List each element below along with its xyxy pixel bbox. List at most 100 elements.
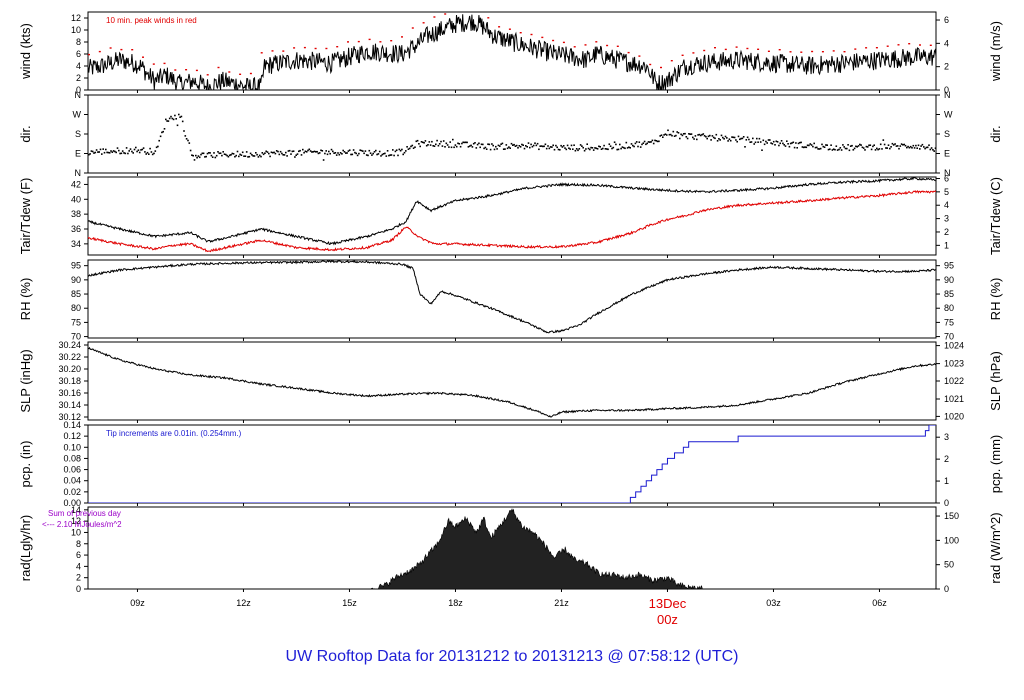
direction-point [529,146,531,149]
direction-point [659,135,661,137]
direction-point [393,154,395,157]
peak-wind-point [573,46,576,48]
direction-point [333,152,335,154]
direction-point [538,148,540,151]
direction-point [535,144,538,147]
direction-point [359,149,361,151]
direction-point [574,149,577,152]
direction-point [877,148,879,151]
direction-point [459,145,462,148]
panel-plot [88,113,936,161]
direction-point [258,154,261,157]
direction-point [889,147,891,150]
left-tick-label: W [73,110,82,120]
direction-point [290,153,292,155]
direction-point [103,151,106,154]
direction-point [388,154,390,157]
direction-point [679,137,681,140]
direction-point [482,143,484,146]
direction-point [930,147,933,149]
right-tick-label: E [944,149,950,159]
direction-point [463,141,466,144]
left-tick-label: 42 [71,179,81,189]
direction-point [676,131,678,133]
direction-point [839,147,842,149]
peak-wind-point [908,43,911,45]
direction-point [810,144,813,146]
right-tick-label: 100 [944,535,959,545]
direction-point [791,142,793,144]
direction-point [522,144,524,146]
direction-point [722,136,724,139]
peak-wind-point [131,49,134,51]
direction-point [705,135,707,138]
direction-point [868,144,870,147]
direction-point [797,142,800,145]
peak-wind-point [875,47,878,49]
direction-point [915,144,917,147]
direction-point [698,133,701,136]
direction-point [479,146,481,149]
direction-point [596,148,599,150]
direction-point [656,140,659,143]
direction-point [825,144,827,146]
direction-point [245,151,248,153]
left-axis-label: dir. [18,125,33,142]
direction-point [309,150,312,152]
direction-point [466,141,468,144]
direction-point [211,156,214,158]
direction-point [776,141,779,143]
direction-point [649,141,651,143]
direction-point [851,144,853,147]
direction-point [197,155,200,157]
peak-wind-point [606,44,609,47]
direction-point [205,155,207,158]
left-tick-label: 95 [71,261,81,271]
peak-wind-point [746,47,749,50]
direction-point [128,150,130,152]
direction-point [714,137,716,140]
direction-point [594,147,596,149]
direction-point [553,148,556,151]
direction-point [410,145,412,148]
direction-point [654,139,656,142]
right-tick-label: 90 [944,275,954,285]
direction-point [712,136,715,139]
direction-point [125,147,128,149]
direction-point [615,143,617,146]
direction-point [474,142,476,144]
direction-point [573,144,575,146]
direction-point [707,135,710,138]
direction-point [213,152,215,154]
direction-point [491,143,493,145]
direction-point [279,150,282,153]
direction-point [161,131,163,134]
direction-point [605,148,608,150]
direction-point [180,115,183,118]
direction-point [148,153,150,155]
annotation: Sum of previous day [48,509,121,518]
right-tick-label: 0 [944,584,949,594]
direction-point [412,147,415,149]
direction-point [771,143,774,145]
direction-point [188,142,191,144]
direction-point [365,154,368,156]
direction-point [343,151,346,153]
direction-point [184,135,187,137]
direction-point [505,144,508,146]
peak-wind-point [293,47,296,49]
direction-point [441,145,444,147]
direction-point [110,150,112,152]
direction-point [308,148,311,151]
direction-point [146,151,149,154]
direction-point [891,142,894,145]
direction-point [890,146,892,148]
peak-wind-point [811,50,814,53]
direction-point [307,149,309,152]
direction-point [792,141,795,144]
direction-point [513,143,515,146]
direction-point [249,152,252,155]
direction-point [525,145,527,147]
direction-point [895,145,898,147]
right-tick-label: 50 [944,560,954,570]
